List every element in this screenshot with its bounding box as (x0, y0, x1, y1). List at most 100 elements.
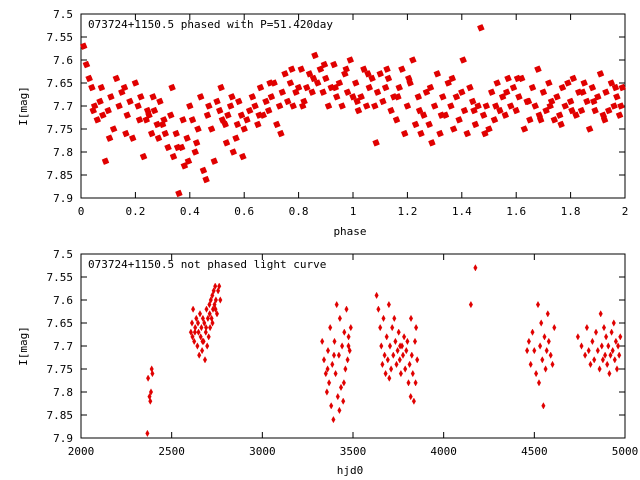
x-tick-label: 2500 (158, 445, 185, 458)
data-point (616, 342, 621, 350)
data-point (208, 323, 213, 332)
data-point (189, 319, 195, 327)
data-point (470, 106, 478, 115)
data-point (585, 125, 594, 133)
data-point (452, 93, 461, 101)
data-point (380, 360, 385, 369)
data-point (600, 116, 609, 124)
data-point (203, 111, 212, 119)
data-point (205, 102, 213, 110)
data-point (371, 102, 379, 110)
data-point (323, 369, 328, 378)
data-point (405, 337, 410, 346)
data-point (530, 328, 535, 336)
data-point (580, 79, 588, 87)
data-point (459, 56, 467, 64)
data-point (608, 351, 613, 359)
data-point (352, 79, 360, 87)
data-point (277, 129, 285, 138)
data-point (493, 79, 501, 87)
data-point (229, 148, 237, 156)
data-point (243, 116, 251, 124)
data-point (556, 111, 564, 119)
data-point (426, 83, 435, 92)
x-tick-label: 0.4 (180, 205, 200, 218)
data-point (262, 97, 270, 106)
data-point (305, 70, 314, 78)
data-point (430, 102, 439, 110)
x-tick-label: 1.2 (397, 205, 417, 218)
data-point (606, 342, 611, 350)
data-point (504, 74, 512, 83)
data-point (245, 106, 254, 115)
data-point (353, 97, 361, 106)
y-tick-label: 7.8 (53, 386, 73, 399)
data-point (308, 88, 316, 96)
data-point (601, 323, 607, 332)
data-point (557, 120, 565, 129)
data-point (420, 111, 428, 119)
y-tick-label: 7.65 (47, 317, 74, 330)
data-point (210, 157, 218, 165)
data-point (154, 134, 163, 142)
data-point (408, 314, 414, 323)
data-point (550, 360, 555, 369)
data-point (398, 369, 403, 378)
data-point (404, 346, 409, 355)
data-point (400, 351, 406, 359)
data-point (89, 106, 97, 115)
data-point (553, 93, 561, 101)
x-tick-label: 4500 (521, 445, 548, 458)
data-point (469, 97, 477, 106)
data-point (378, 323, 383, 332)
data-point (320, 60, 329, 69)
data-point (334, 300, 339, 309)
data-point (294, 83, 303, 92)
data-point (168, 83, 176, 92)
data-point (186, 102, 194, 110)
x-tick-label: 4000 (430, 445, 457, 458)
data-point (338, 102, 346, 110)
data-point (546, 337, 551, 346)
data-point (602, 88, 610, 96)
data-point (327, 379, 332, 387)
phased-x-axis-label: phase (333, 225, 366, 238)
data-point (360, 65, 368, 73)
data-point (156, 97, 164, 106)
data-point (376, 70, 384, 78)
data-point (544, 346, 549, 355)
data-point (548, 351, 553, 359)
data-point (391, 351, 396, 359)
raw-light-curve-panel: 2000 2500 3000 3500 4000 4500 5000 7.57.557.67… (17, 248, 638, 477)
y-tick-label: 7.65 (47, 77, 74, 90)
data-point (240, 125, 248, 133)
data-point (101, 157, 110, 165)
data-point (455, 116, 463, 124)
data-point (387, 342, 393, 350)
data-point (173, 143, 182, 152)
data-point (595, 346, 600, 355)
data-point (498, 93, 507, 101)
data-point (265, 106, 273, 115)
data-point (507, 102, 515, 110)
data-point (390, 323, 395, 332)
data-point (473, 264, 478, 272)
x-tick-label: 3000 (249, 445, 276, 458)
x-tick-label: 1.8 (561, 205, 581, 218)
data-point (205, 342, 210, 350)
x-tick-label: 0.6 (234, 205, 254, 218)
data-point (333, 369, 338, 378)
data-point (191, 305, 196, 313)
data-point (609, 328, 614, 336)
data-point (336, 351, 341, 359)
data-point (248, 93, 257, 101)
data-point (372, 139, 380, 147)
data-point (343, 88, 352, 96)
data-point (598, 310, 603, 318)
x-tick-label: 1.6 (506, 205, 526, 218)
data-point (577, 106, 586, 115)
data-point (329, 402, 334, 410)
data-point (345, 356, 350, 364)
data-point (379, 342, 384, 350)
data-point (513, 74, 522, 83)
